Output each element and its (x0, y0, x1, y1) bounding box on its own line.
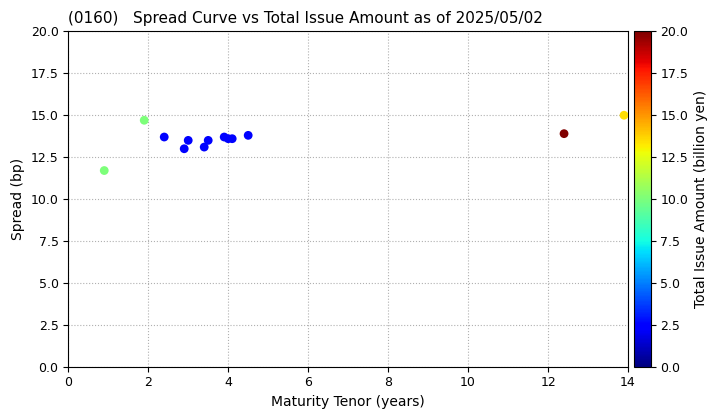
Point (99, 167, 110, 174)
Point (182, 137, 194, 144)
Point (222, 135, 234, 142)
Point (618, 112, 630, 118)
Point (158, 134, 170, 140)
Y-axis label: Spread (bp): Spread (bp) (11, 158, 25, 240)
X-axis label: Maturity Tenor (years): Maturity Tenor (years) (271, 395, 425, 409)
Point (179, 145, 190, 152)
Text: (0160)   Spread Curve vs Total Issue Amount as of 2025/05/02: (0160) Spread Curve vs Total Issue Amoun… (68, 11, 543, 26)
Point (202, 137, 214, 144)
Point (243, 132, 254, 139)
Point (199, 144, 210, 150)
Point (218, 134, 230, 140)
Point (138, 117, 150, 123)
Point (558, 130, 570, 137)
Point (226, 135, 238, 142)
Y-axis label: Total Issue Amount (billion yen): Total Issue Amount (billion yen) (694, 90, 708, 308)
